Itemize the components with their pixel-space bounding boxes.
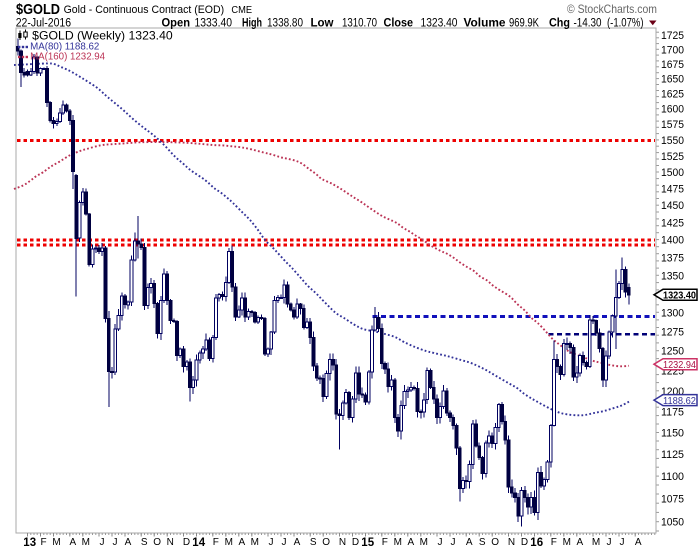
svg-text:High: High [242, 18, 262, 30]
svg-text:1125: 1125 [661, 449, 684, 461]
svg-text:S: S [479, 537, 486, 548]
svg-text:A: A [125, 537, 132, 548]
svg-text:$GOLD: $GOLD [16, 1, 60, 18]
svg-text:F: F [40, 537, 46, 548]
svg-text:A: A [407, 537, 414, 548]
svg-text:Chg: Chg [549, 18, 570, 30]
svg-text:1625: 1625 [661, 89, 684, 101]
svg-text:S: S [310, 537, 317, 548]
svg-text:14: 14 [192, 537, 205, 549]
svg-text:CME: CME [231, 5, 252, 16]
svg-text:1425: 1425 [661, 217, 684, 229]
svg-text:$GOLD (Weekly) 1323.40: $GOLD (Weekly) 1323.40 [32, 29, 173, 43]
svg-text:M: M [225, 537, 233, 548]
svg-text:M: M [420, 537, 428, 548]
svg-text:1550: 1550 [661, 135, 684, 147]
svg-text:1323.40: 1323.40 [663, 290, 696, 302]
svg-text:1350: 1350 [661, 270, 684, 282]
svg-text:J: J [100, 537, 105, 548]
svg-text:O: O [491, 537, 499, 548]
svg-text:1575: 1575 [661, 119, 684, 131]
svg-text:F: F [551, 537, 557, 548]
svg-text:1075: 1075 [661, 494, 684, 506]
svg-text:1333.40: 1333.40 [195, 18, 233, 30]
svg-text:MA(160) 1232.94: MA(160) 1232.94 [30, 51, 105, 62]
svg-text:Gold - Continuous Contract (EO: Gold - Continuous Contract (EOD) [64, 4, 225, 16]
svg-text:1675: 1675 [661, 59, 684, 71]
svg-text:1232.94: 1232.94 [663, 359, 696, 371]
svg-text:1310.70: 1310.70 [342, 18, 377, 30]
svg-text:M: M [592, 537, 600, 548]
svg-text:Open: Open [162, 18, 191, 30]
svg-text:-14.30: -14.30 [574, 18, 602, 30]
svg-text:1150: 1150 [661, 428, 684, 440]
svg-text:J: J [607, 537, 612, 548]
svg-text:J: J [282, 537, 287, 548]
svg-text:Volume: Volume [464, 18, 506, 30]
svg-text:A: A [294, 537, 301, 548]
svg-text:M: M [251, 537, 259, 548]
svg-text:M: M [563, 537, 571, 548]
svg-text:1525: 1525 [661, 151, 684, 163]
svg-text:M: M [394, 537, 402, 548]
svg-text:22-Jul-2016: 22-Jul-2016 [16, 18, 71, 30]
svg-text:1375: 1375 [661, 252, 684, 264]
svg-text:J: J [269, 537, 274, 548]
svg-text:1500: 1500 [661, 167, 684, 179]
svg-text:1600: 1600 [661, 104, 684, 116]
svg-text:J: J [113, 537, 118, 548]
svg-text:1338.80: 1338.80 [267, 18, 303, 30]
svg-text:15: 15 [361, 537, 374, 549]
svg-text:J: J [451, 537, 456, 548]
svg-text:F: F [382, 537, 388, 548]
svg-text:A: A [635, 537, 642, 548]
svg-text:13: 13 [23, 537, 36, 549]
svg-text:D: D [352, 537, 359, 548]
svg-text:1100: 1100 [661, 471, 684, 483]
svg-text:1188.62: 1188.62 [663, 395, 696, 407]
svg-text:Low: Low [311, 18, 334, 30]
svg-text:MA(80) 1188.62: MA(80) 1188.62 [30, 41, 100, 52]
svg-text:© StockCharts.com: © StockCharts.com [567, 2, 657, 16]
svg-text:1450: 1450 [661, 200, 684, 212]
svg-text:1475: 1475 [661, 184, 684, 196]
svg-text:969.9K: 969.9K [509, 18, 539, 30]
svg-text:A: A [69, 537, 76, 548]
svg-text:1175: 1175 [661, 406, 684, 418]
svg-text:1300: 1300 [661, 307, 684, 319]
svg-text:Close: Close [384, 18, 414, 30]
svg-text:M: M [52, 537, 60, 548]
svg-text:N: N [508, 537, 515, 548]
svg-text:J: J [620, 537, 625, 548]
svg-text:J: J [438, 537, 443, 548]
svg-text:F: F [213, 537, 219, 548]
svg-text:O: O [322, 537, 330, 548]
svg-text:A: A [238, 537, 245, 548]
svg-text:D: D [521, 537, 528, 548]
svg-text:N: N [167, 537, 174, 548]
svg-text:O: O [153, 537, 161, 548]
svg-text:(-1.07%): (-1.07%) [607, 18, 644, 30]
svg-text:A: A [466, 537, 473, 548]
svg-text:1725: 1725 [661, 30, 684, 42]
svg-text:1050: 1050 [661, 517, 684, 529]
svg-text:1650: 1650 [661, 74, 684, 86]
svg-text:1323.40: 1323.40 [421, 18, 458, 30]
svg-text:N: N [339, 537, 346, 548]
svg-text:A: A [576, 537, 583, 548]
svg-text:S: S [141, 537, 148, 548]
svg-text:1275: 1275 [661, 326, 684, 338]
svg-text:16: 16 [530, 537, 543, 549]
svg-text:1400: 1400 [661, 235, 684, 247]
svg-text:D: D [183, 537, 190, 548]
svg-text:M: M [82, 537, 90, 548]
svg-text:1700: 1700 [661, 44, 684, 56]
svg-text:1250: 1250 [661, 346, 684, 358]
